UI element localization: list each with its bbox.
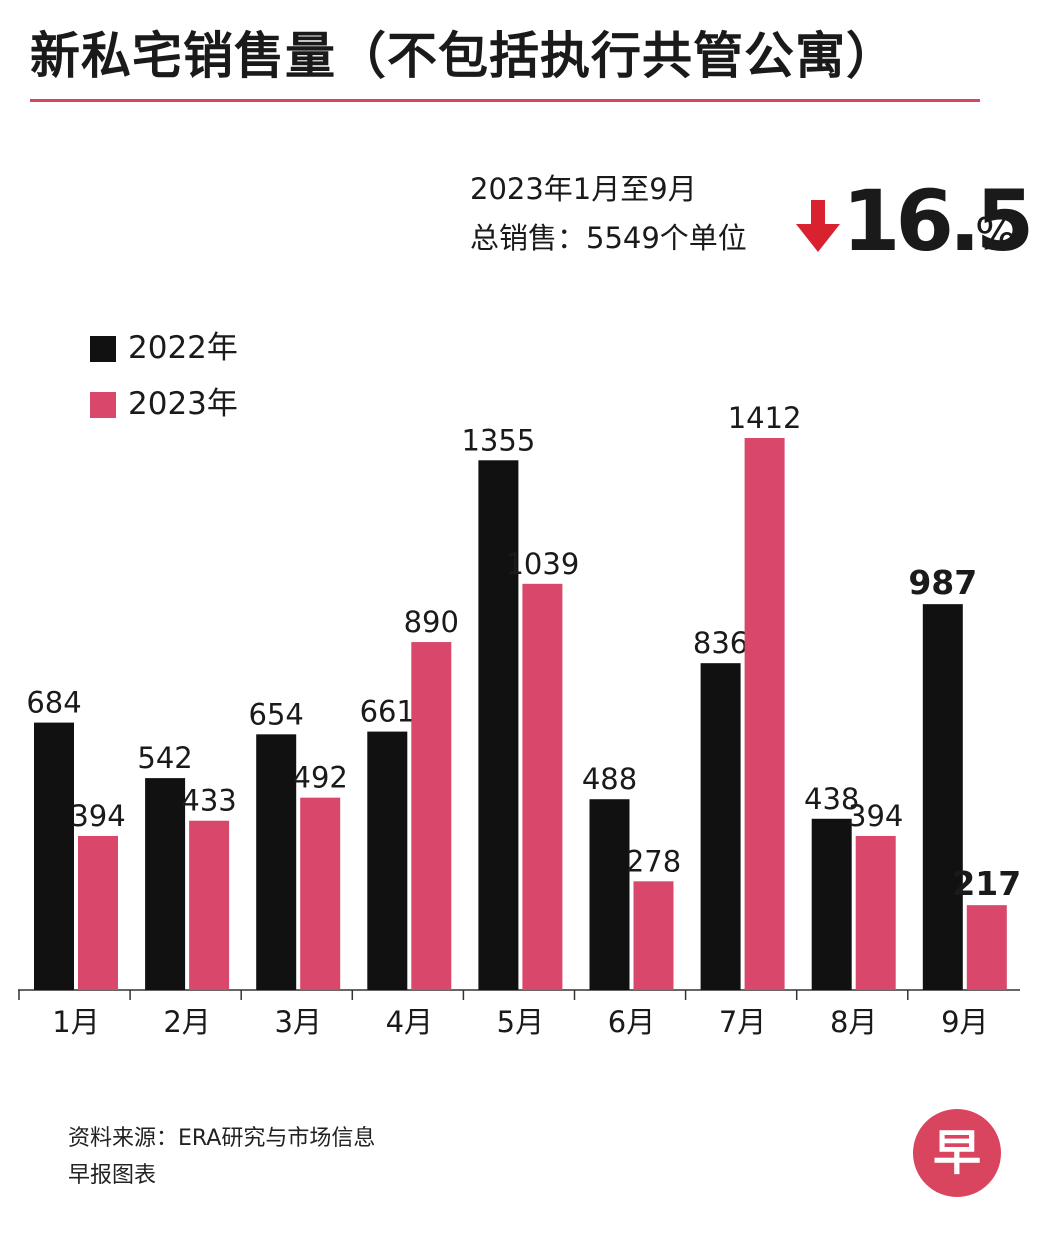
data-label: 654 bbox=[249, 697, 304, 731]
bar-2023 bbox=[855, 835, 896, 990]
data-label: 1039 bbox=[505, 547, 579, 581]
bar-2022 bbox=[145, 778, 186, 990]
bar-2022 bbox=[478, 460, 519, 990]
bar-2022 bbox=[589, 799, 630, 990]
data-label: 1355 bbox=[461, 423, 535, 457]
bar-2022 bbox=[256, 734, 297, 990]
chart-title: 新私宅销售量（不包括执行共管公寓） bbox=[30, 27, 897, 85]
data-label: 492 bbox=[293, 761, 348, 795]
bar-2022 bbox=[367, 731, 408, 990]
data-label: 488 bbox=[582, 762, 637, 796]
x-tick-label: 3月 bbox=[274, 1005, 321, 1039]
x-tick-label: 2月 bbox=[163, 1005, 210, 1039]
change-percent: 16.5 bbox=[842, 172, 1034, 270]
x-tick-label: 1月 bbox=[52, 1005, 99, 1039]
summary-period: 2023年1月至9月 bbox=[470, 172, 697, 206]
data-label: 217 bbox=[952, 864, 1021, 903]
bar-2023 bbox=[522, 583, 563, 990]
data-label: 278 bbox=[626, 844, 681, 878]
legend-label-2022: 2022年 bbox=[128, 330, 238, 366]
bar-2023 bbox=[633, 881, 674, 990]
data-label: 684 bbox=[26, 686, 81, 720]
data-label: 1412 bbox=[728, 401, 802, 435]
bar-2022 bbox=[34, 722, 74, 990]
bar-2022 bbox=[922, 604, 963, 990]
data-label: 836 bbox=[693, 626, 748, 660]
data-label: 661 bbox=[360, 695, 415, 729]
bar-2023 bbox=[966, 905, 1007, 990]
zaobao-logo: 早 bbox=[913, 1109, 1001, 1197]
data-label: 394 bbox=[70, 799, 125, 833]
bar-2023 bbox=[411, 642, 452, 990]
credit-note: 早报图表 bbox=[68, 1163, 157, 1188]
bar-2023 bbox=[78, 835, 118, 990]
logo-text: 早 bbox=[933, 1125, 981, 1181]
source-note: 资料来源：ERA研究与市场信息 bbox=[68, 1126, 376, 1151]
x-tick-label: 9月 bbox=[941, 1005, 988, 1039]
legend-swatch-2022 bbox=[90, 336, 116, 362]
bar-2023 bbox=[189, 820, 230, 990]
title-underline bbox=[30, 99, 980, 102]
data-label: 542 bbox=[137, 741, 192, 775]
bar-2023 bbox=[300, 797, 341, 990]
x-tick-label: 4月 bbox=[386, 1005, 433, 1039]
bar-2022 bbox=[811, 818, 852, 990]
bar-2022 bbox=[700, 663, 741, 990]
data-label: 987 bbox=[908, 563, 977, 602]
data-label: 433 bbox=[181, 784, 236, 818]
x-tick-label: 5月 bbox=[497, 1005, 544, 1039]
down-arrow-icon bbox=[796, 200, 840, 252]
x-tick-label: 7月 bbox=[719, 1005, 766, 1039]
summary-total: 总销售：5549个单位 bbox=[470, 221, 747, 255]
change-percent-unit: % bbox=[975, 209, 1017, 260]
legend-swatch-2023 bbox=[90, 392, 116, 418]
legend-label-2023: 2023年 bbox=[128, 386, 238, 422]
data-label: 394 bbox=[848, 799, 903, 833]
x-tick-label: 6月 bbox=[608, 1005, 655, 1039]
x-tick-label: 8月 bbox=[830, 1005, 877, 1039]
data-label: 890 bbox=[404, 605, 459, 639]
data-label: 438 bbox=[804, 782, 859, 816]
bar-2023 bbox=[744, 438, 785, 990]
